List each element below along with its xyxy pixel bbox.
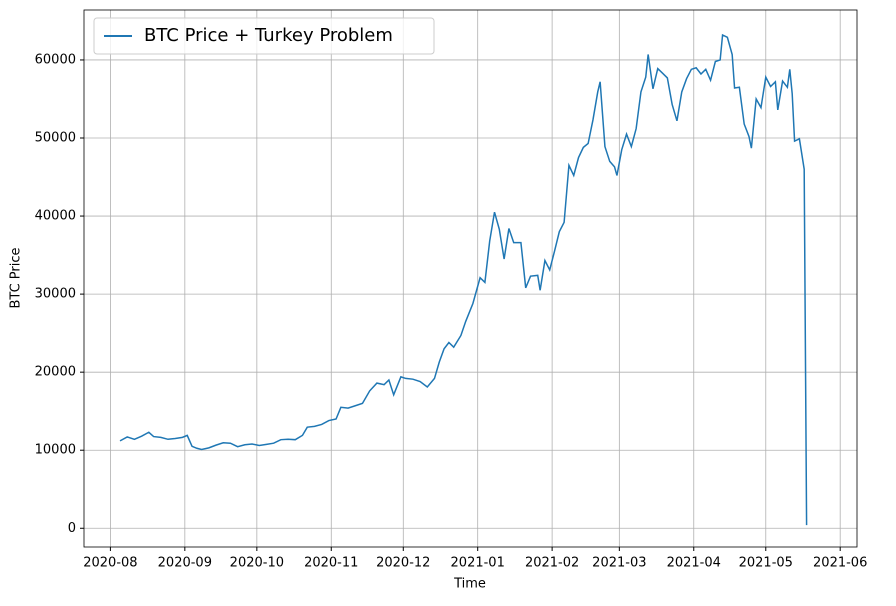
- y-tick-label: 40000: [35, 209, 76, 224]
- y-tick-label: 10000: [35, 443, 76, 458]
- y-tick-label: 20000: [35, 365, 76, 380]
- y-tick-label: 50000: [35, 131, 76, 146]
- y-axis-label: BTC Price: [9, 247, 24, 308]
- legend-label: BTC Price + Turkey Problem: [144, 25, 393, 46]
- x-axis-label: Time: [453, 577, 486, 592]
- legend: BTC Price + Turkey Problem: [93, 17, 435, 55]
- data-line: [119, 33, 808, 526]
- x-tick-label: 2020-12: [376, 556, 430, 571]
- x-tick-label: 2020-11: [304, 556, 358, 571]
- y-tick-label: 0: [68, 521, 76, 536]
- y-tick-label: 30000: [35, 287, 76, 302]
- x-tick-label: 2021-04: [667, 556, 721, 571]
- x-tick-label: 2021-02: [525, 556, 579, 571]
- y-tick-label: 60000: [35, 52, 76, 67]
- x-tick-label: 2020-09: [158, 556, 212, 571]
- x-tick-label: 2021-05: [739, 556, 793, 571]
- x-tick-label: 2020-10: [230, 556, 284, 571]
- x-tick-label: 2021-06: [813, 556, 867, 571]
- x-tick-label: 2020-08: [83, 556, 137, 571]
- legend-box: [93, 17, 435, 55]
- plot-frame: [83, 9, 858, 548]
- x-tick-label: 2021-01: [451, 556, 505, 571]
- x-tick-label: 2021-03: [592, 556, 646, 571]
